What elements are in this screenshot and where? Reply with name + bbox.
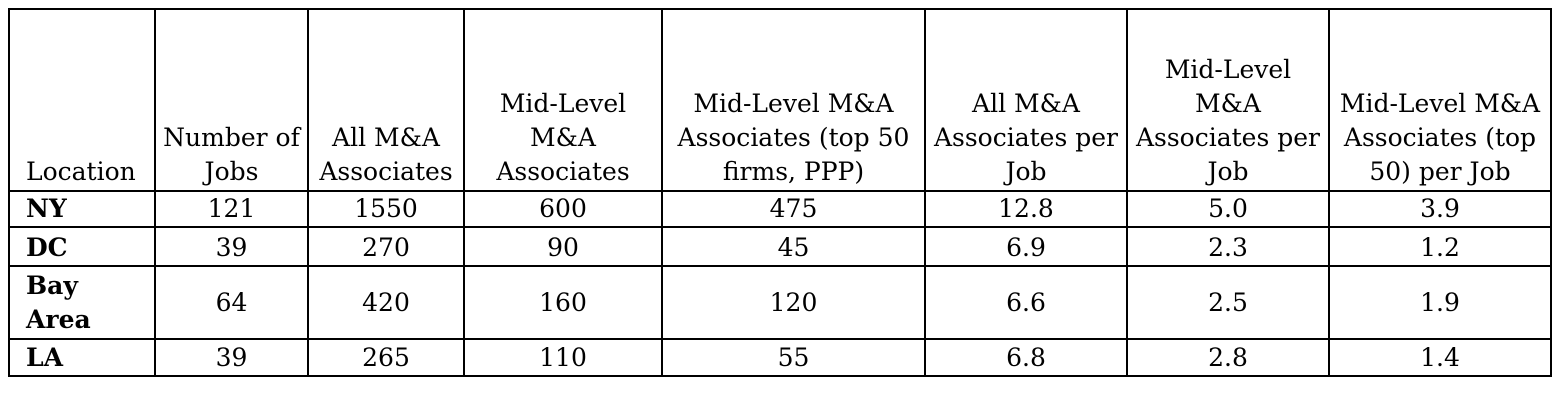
column-header: Number of Jobs <box>154 8 309 192</box>
table-cell: 6.8 <box>924 338 1128 377</box>
table-cell: 5.0 <box>1126 190 1330 228</box>
table-row: Bay Area 64 420 160 120 6.6 2.5 1.9 <box>8 265 1552 340</box>
column-header: Location <box>8 8 156 192</box>
table-cell: 39 <box>154 338 309 377</box>
table-cell: 2.5 <box>1126 265 1330 340</box>
table-cell: 160 <box>463 265 663 340</box>
table-cell: 600 <box>463 190 663 228</box>
table-cell: 6.6 <box>924 265 1128 340</box>
table-cell: 120 <box>661 265 926 340</box>
table-cell: 121 <box>154 190 309 228</box>
column-header: All M&A Associates per Job <box>924 8 1128 192</box>
row-label: Bay Area <box>8 265 156 340</box>
table-row: DC 39 270 90 45 6.9 2.3 1.2 <box>8 226 1552 267</box>
table-row: LA 39 265 110 55 6.8 2.8 1.4 <box>8 338 1552 377</box>
associates-per-job-table: Location Number of Jobs All M&A Associat… <box>8 8 1552 377</box>
table-cell: 265 <box>307 338 465 377</box>
row-label: NY <box>8 190 156 228</box>
table-cell: 1.2 <box>1328 226 1552 267</box>
row-label: LA <box>8 338 156 377</box>
column-header: Mid-Level M&A Associates (top 50) per Jo… <box>1328 8 1552 192</box>
row-label: DC <box>8 226 156 267</box>
table-cell: 6.9 <box>924 226 1128 267</box>
header-row: Location Number of Jobs All M&A Associat… <box>8 8 1552 192</box>
table-cell: 110 <box>463 338 663 377</box>
table-cell: 1550 <box>307 190 465 228</box>
table-cell: 420 <box>307 265 465 340</box>
table-cell: 475 <box>661 190 926 228</box>
column-header: Mid-Level M&A Associates (top 50 firms, … <box>661 8 926 192</box>
table-cell: 39 <box>154 226 309 267</box>
column-header: Mid-Level M&A Associates per Job <box>1126 8 1330 192</box>
table-cell: 12.8 <box>924 190 1128 228</box>
column-header: All M&A Associates <box>307 8 465 192</box>
table-cell: 1.9 <box>1328 265 1552 340</box>
table-cell: 90 <box>463 226 663 267</box>
table-cell: 2.3 <box>1126 226 1330 267</box>
table-cell: 45 <box>661 226 926 267</box>
table-cell: 64 <box>154 265 309 340</box>
data-table-container: Location Number of Jobs All M&A Associat… <box>8 8 1552 377</box>
table-cell: 270 <box>307 226 465 267</box>
column-header: Mid-Level M&A Associates <box>463 8 663 192</box>
table-cell: 1.4 <box>1328 338 1552 377</box>
table-cell: 55 <box>661 338 926 377</box>
table-cell: 3.9 <box>1328 190 1552 228</box>
table-row: NY 121 1550 600 475 12.8 5.0 3.9 <box>8 190 1552 228</box>
table-cell: 2.8 <box>1126 338 1330 377</box>
